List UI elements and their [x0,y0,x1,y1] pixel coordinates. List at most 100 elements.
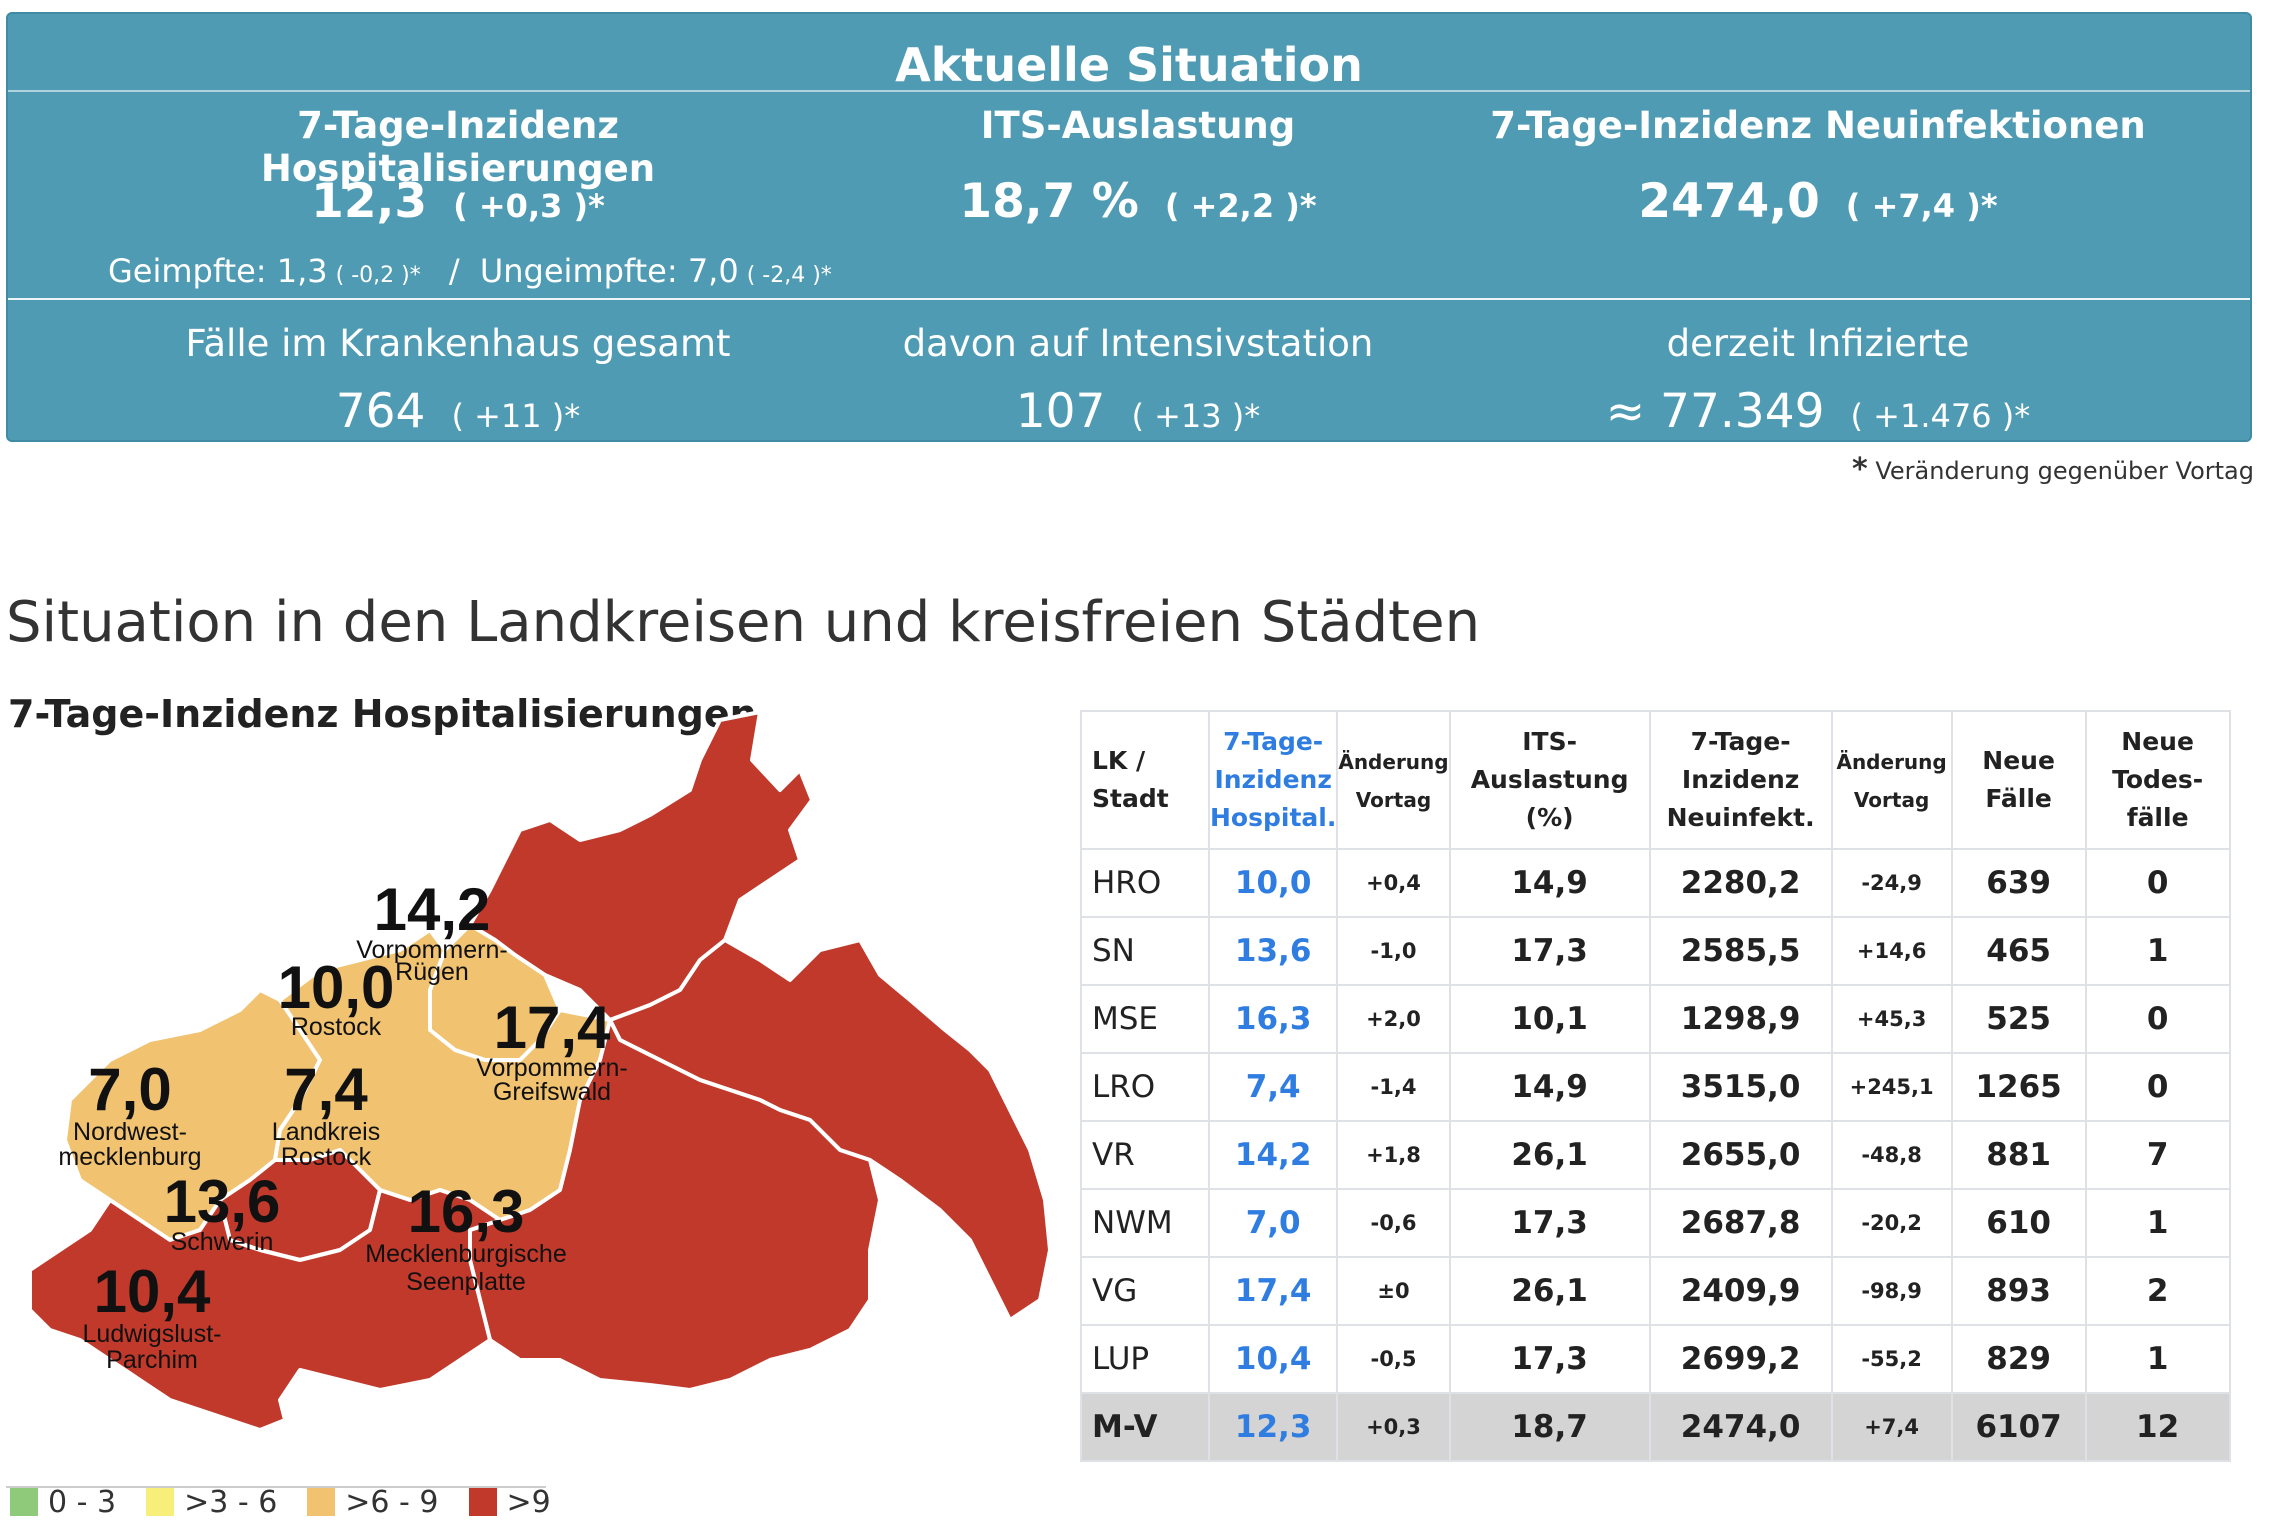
region-name-label: Rügen [395,958,469,986]
hosp-change: ( +0,3 )* [453,187,605,225]
region-ludwigslust-parchim[interactable] [28,1188,502,1432]
cell-hosp-incidence: 10,0 [1207,848,1339,918]
region-value-label: 16,3 [408,1178,525,1245]
hosp-label: 7-Tage-Inzidenz Hospitalisierungen [260,104,656,190]
region-value-label: 10,4 [94,1258,211,1325]
region-name-label: Mecklenburgische [365,1240,567,1268]
table-total-row[interactable]: M-V 12,3 +0,3 18,7 2474,0 +7,4 6107 12 [1080,1392,2231,1462]
cell-deaths: 0 [2084,984,2231,1054]
infected-change: ( +1.476 )* [1850,397,2031,435]
table-row[interactable]: VR 14,2 +1,8 26,1 2655,0 -48,8 881 7 [1080,1120,2231,1190]
legend-label: >6 - 9 [345,1484,439,1520]
cell-new-incidence: 2699,2 [1648,1324,1833,1394]
cell-its: 14,9 [1448,848,1651,918]
cell-new-change: -20,2 [1830,1188,1953,1258]
region-value-label: 7,0 [88,1056,171,1123]
cell-deaths: 12 [2084,1392,2231,1462]
current-situation-panel: Aktuelle Situation 7-Tage-Inzidenz Hospi… [6,12,2252,442]
cell-its: 14,9 [1448,1052,1651,1122]
region-value-label: 17,4 [494,994,611,1061]
table-row[interactable]: NWM 7,0 -0,6 17,3 2687,8 -20,2 610 1 [1080,1188,2231,1258]
district-table: LK / Stadt 7-Tage- Inzidenz Hospital. Änder… [1080,710,2231,1462]
col-header-new-incidence[interactable]: 7-Tage- Inzidenz Neuinfekt. [1648,710,1833,850]
legend-label: 0 - 3 [48,1484,117,1520]
cell-new-cases: 893 [1950,1256,2087,1326]
table-row[interactable]: LRO 7,4 -1,4 14,9 3515,0 +245,1 1265 0 [1080,1052,2231,1122]
cell-new-cases: 465 [1950,916,2087,986]
cell-its: 17,3 [1448,1188,1651,1258]
footnote: * Veränderung gegenüber Vortag [1852,452,2254,487]
table-row[interactable]: HRO 10,0 +0,4 14,9 2280,2 -24,9 639 0 [1080,848,2231,918]
unvaccinated-value: Ungeimpfte: 7,0 [479,252,739,290]
region-name-label: Parchim [106,1346,198,1374]
table-row[interactable]: LUP 10,4 -0,5 17,3 2699,2 -55,2 829 1 [1080,1324,2231,1394]
col-header-its[interactable]: ITS- Auslastung (%) [1448,710,1651,850]
hospital-cases-row: 764 ( +11 )* [98,384,818,439]
region-name-label: Schwerin [171,1228,274,1256]
region-name-label: Seenplatte [406,1268,526,1296]
cell-district: MSE [1080,984,1210,1054]
table-row[interactable]: MSE 16,3 +2,0 10,1 1298,9 +45,3 525 0 [1080,984,2231,1054]
map-title: 7-Tage-Inzidenz Hospitalisierungen [8,692,757,736]
cell-new-change: -98,9 [1830,1256,1953,1326]
region-name-label: Rostock [291,1013,382,1041]
its-value: 18,7 % [959,174,1139,229]
region-name-label: Rostock [281,1143,372,1171]
col-header-new-change[interactable]: Änderung Vortag [1830,710,1953,850]
cell-new-incidence: 3515,0 [1648,1052,1833,1122]
region-value-label: 13,6 [164,1168,281,1235]
col-header-lk[interactable]: LK / Stadt [1080,710,1210,850]
cell-district: VR [1080,1120,1210,1190]
icu-row: 107 ( +13 )* [778,384,1498,439]
col-header-hosp-change[interactable]: Änderung Vortag [1336,710,1451,850]
cell-new-cases: 881 [1950,1120,2087,1190]
cell-hosp-incidence: 12,3 [1207,1392,1339,1462]
neuinfektionen-value-row: 2474,0 ( +7,4 )* [1458,174,2178,229]
table-row[interactable]: VG 17,4 ±0 26,1 2409,9 -98,9 893 2 [1080,1256,2231,1326]
cell-new-change: -24,9 [1830,848,1953,918]
cell-district: LRO [1080,1052,1210,1122]
cell-new-cases: 639 [1950,848,2087,918]
separator: / [448,252,460,290]
legend-swatch [146,1488,175,1516]
region-value-label: 7,4 [284,1056,368,1123]
region-vorpommern-ruegen[interactable] [468,710,814,1022]
footnote-star: * [1852,452,1868,487]
legend-item: >3 - 6 [146,1482,277,1522]
icu-label: davon auf Intensivstation [902,322,1374,365]
cell-hosp-incidence: 16,3 [1207,984,1339,1054]
neuinfektionen-label: 7-Tage-Inzidenz Neuinfektionen [1490,104,2146,147]
cell-its: 17,3 [1448,1324,1651,1394]
vaccinated-change: ( -0,2 )* [335,263,421,288]
cell-new-change: +45,3 [1830,984,1953,1054]
cell-district: NWM [1080,1188,1210,1258]
cell-deaths: 2 [2084,1256,2231,1326]
cell-hosp-change: ±0 [1336,1256,1451,1326]
table-row[interactable]: SN 13,6 -1,0 17,3 2585,5 +14,6 465 1 [1080,916,2231,986]
region-name-label: mecklenburg [58,1143,201,1171]
neuinfektionen-value: 2474,0 [1638,174,1820,229]
hospital-cases-label: Fälle im Krankenhaus gesamt [185,322,731,365]
col-header-new-cases[interactable]: Neue Fälle [1950,710,2087,850]
cell-new-cases: 1265 [1950,1052,2087,1122]
unvaccinated-change: ( -2,4 )* [746,263,832,288]
cell-hosp-change: +0,3 [1336,1392,1451,1462]
legend-divider [6,1486,546,1488]
legend-item: 0 - 3 [10,1482,116,1522]
cell-hosp-change: +2,0 [1336,984,1451,1054]
hospital-cases-value: 764 [335,384,426,439]
its-change: ( +2,2 )* [1164,187,1317,225]
cell-hosp-change: -0,5 [1336,1324,1451,1394]
cell-hosp-change: +0,4 [1336,848,1451,918]
region-name-label: Ludwigslust- [83,1320,222,1348]
col-header-deaths[interactable]: Neue Todes-fälle [2084,710,2231,850]
legend-swatch [468,1488,497,1516]
cell-new-incidence: 2655,0 [1648,1120,1833,1190]
cell-hosp-change: -1,0 [1336,916,1451,986]
region-value-label: 10,0 [278,954,395,1021]
region-name-label: Vorpommern- [356,936,507,964]
cell-hosp-incidence: 17,4 [1207,1256,1339,1326]
region-mecklenburgische-seenplatte[interactable] [468,1018,882,1392]
col-header-hosp-incidence[interactable]: 7-Tage- Inzidenz Hospital. [1207,710,1339,850]
